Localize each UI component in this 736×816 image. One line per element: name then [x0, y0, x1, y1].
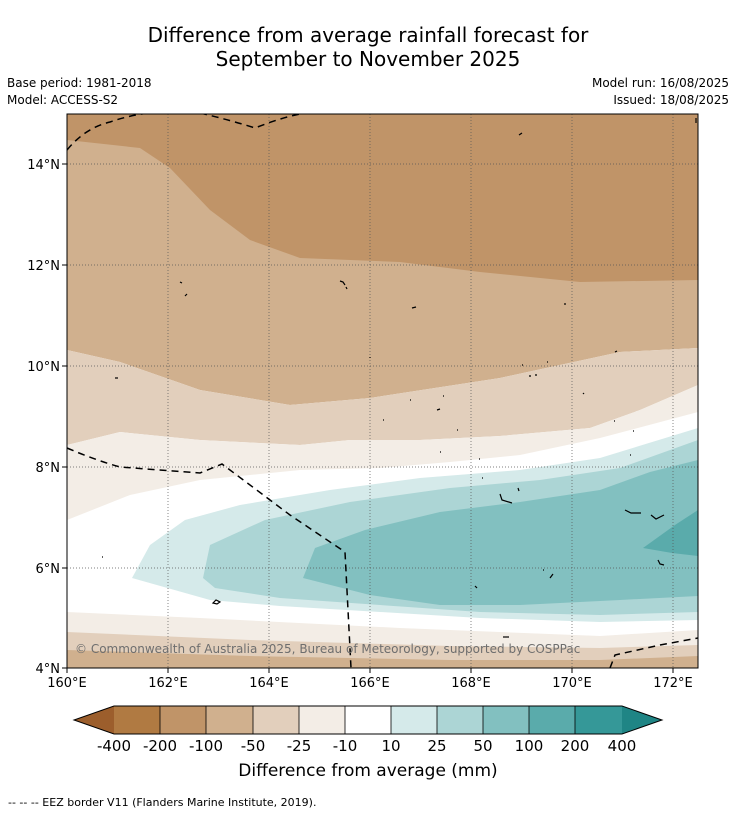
lon-label-160: 160°E: [47, 676, 87, 691]
colorbar-left-arrow: [74, 706, 114, 734]
colorbar-label: -100: [189, 737, 223, 755]
colorbar-label: -400: [97, 737, 131, 755]
colorbar-swatch-pos50: [483, 706, 529, 734]
lat-label-12: 12°N: [27, 259, 60, 274]
colorbar-right-arrow: [622, 706, 662, 734]
band-wet-100-200: [643, 510, 698, 556]
colorbar-swatch-neg200: [114, 706, 160, 734]
lon-label-164: 164°E: [249, 676, 289, 691]
colorbar-label: -10: [333, 737, 358, 755]
colorbar-swatch-pos10: [391, 706, 437, 734]
colorbar-swatch-neutral: [345, 706, 391, 734]
band-dry-50-100-south: [67, 650, 698, 668]
lat-label-8: 8°N: [36, 461, 61, 476]
band-dry-10-25: [67, 385, 698, 520]
band-dry-100-200: [67, 114, 698, 282]
colorbar-swatch-pos100: [529, 706, 575, 734]
colorbar-label: 200: [561, 737, 590, 755]
colorbar: -400 -200 -100 -50 -25 -10 10 25 50 100 …: [72, 705, 664, 755]
lon-label-166: 166°E: [350, 676, 390, 691]
colorbar-outline: [72, 705, 664, 735]
colorbar-label: 50: [473, 737, 492, 755]
lat-label-10: 10°N: [27, 360, 60, 375]
colorbar-label: 10: [381, 737, 400, 755]
model-run: Model run: 16/08/2025: [591, 76, 729, 90]
colorbar-label: 25: [427, 737, 446, 755]
band-dry-25-50: [67, 348, 698, 445]
lon-label-170: 170°E: [552, 676, 592, 691]
map-title-line2: September to November 2025: [215, 47, 521, 71]
colorbar-swatch-pos25: [437, 706, 483, 734]
eez-border-central: [67, 447, 352, 668]
map-title-line1: Difference from average rainfall forecas…: [147, 23, 589, 47]
lat-label-14: 14°N: [27, 158, 60, 173]
colorbar-label: -200: [143, 737, 177, 755]
colorbar-swatch-neg100: [160, 706, 206, 734]
eez-border-north: [67, 114, 301, 151]
lat-tick-marks: [62, 163, 67, 669]
colorbar-swatch-neg25: [253, 706, 299, 734]
colorbar-label: 400: [608, 737, 637, 755]
eez-borders: [67, 114, 698, 668]
colorbar-label: -50: [241, 737, 266, 755]
colorbar-swatch-pos200: [575, 706, 622, 734]
colorbar-label: 100: [515, 737, 544, 755]
eez-legend-note: -- -- -- EEZ border V11 (Flanders Marine…: [8, 796, 317, 809]
model-name: Model: ACCESS-S2: [7, 93, 119, 107]
map-frame: [66, 113, 699, 669]
colorbar-title: Difference from average (mm): [238, 761, 498, 781]
colorbar-label: -25: [287, 737, 312, 755]
islands: [102, 118, 697, 638]
copyright-notice: © Commonwealth of Australia 2025, Bureau…: [75, 642, 580, 656]
eez-border-south: [609, 637, 698, 668]
band-wet-50-100: [303, 460, 698, 605]
gridlines: [67, 114, 698, 668]
lat-label-4: 4°N: [36, 662, 61, 677]
colorbar-swatch-neg50: [206, 706, 253, 734]
forecast-map: [67, 114, 698, 668]
lat-label-6: 6°N: [36, 562, 61, 577]
lon-label-162: 162°E: [148, 676, 188, 691]
lon-label-172: 172°E: [653, 676, 693, 691]
lon-tick-marks: [66, 668, 674, 673]
base-period: Base period: 1981-2018: [7, 76, 152, 90]
issued-date: Issued: 18/08/2025: [613, 93, 729, 107]
colorbar-swatch-neg10: [299, 706, 345, 734]
lon-label-168: 168°E: [451, 676, 491, 691]
